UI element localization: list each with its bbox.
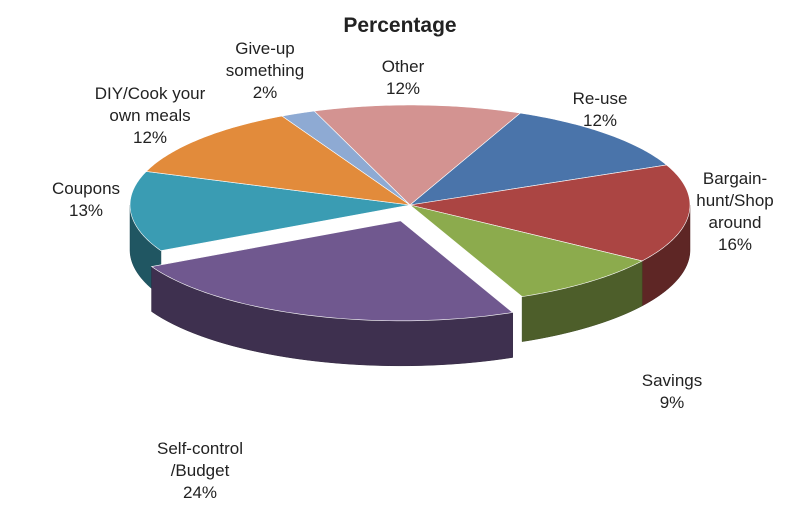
category-label: Coupons — [51, 179, 121, 198]
chart-title: Percentage — [343, 14, 457, 37]
value-label: 13% — [68, 201, 104, 220]
slice-label: Coupons 13% — [36, 178, 136, 222]
slice — [409, 164, 691, 262]
value-label: 9% — [659, 393, 685, 412]
value-label: 2% — [252, 83, 278, 102]
category-label: Bargain-hunt/Shop around — [696, 169, 774, 232]
slice — [145, 115, 411, 206]
category-label: Give-up something — [225, 39, 305, 80]
category-label: Savings — [641, 371, 703, 390]
value-label: 12% — [385, 79, 421, 98]
slice-label: Self-control /Budget 24% — [130, 438, 270, 504]
value-label: 24% — [182, 483, 218, 502]
value-label: 12% — [582, 111, 618, 130]
slice — [313, 104, 522, 206]
category-label: Self-control /Budget — [157, 439, 243, 480]
slice — [408, 112, 668, 206]
slice — [409, 204, 643, 297]
slice — [129, 171, 411, 252]
value-label: 16% — [717, 235, 753, 254]
slice-label: Give-up something 2% — [210, 38, 320, 104]
category-label: Other — [381, 57, 425, 76]
slice-label: Savings 9% — [627, 370, 717, 414]
slice — [150, 220, 514, 322]
slice-label: Bargain-hunt/Shop around 16% — [688, 168, 783, 256]
slice-label: DIY/Cook your own meals 12% — [83, 83, 218, 149]
slice-label: Other 12% — [358, 56, 448, 100]
slice — [281, 110, 411, 206]
category-label: DIY/Cook your own meals — [94, 84, 206, 125]
value-label: 12% — [132, 128, 168, 147]
slice-label: Re-use 12% — [555, 88, 645, 132]
category-label: Re-use — [572, 89, 628, 108]
